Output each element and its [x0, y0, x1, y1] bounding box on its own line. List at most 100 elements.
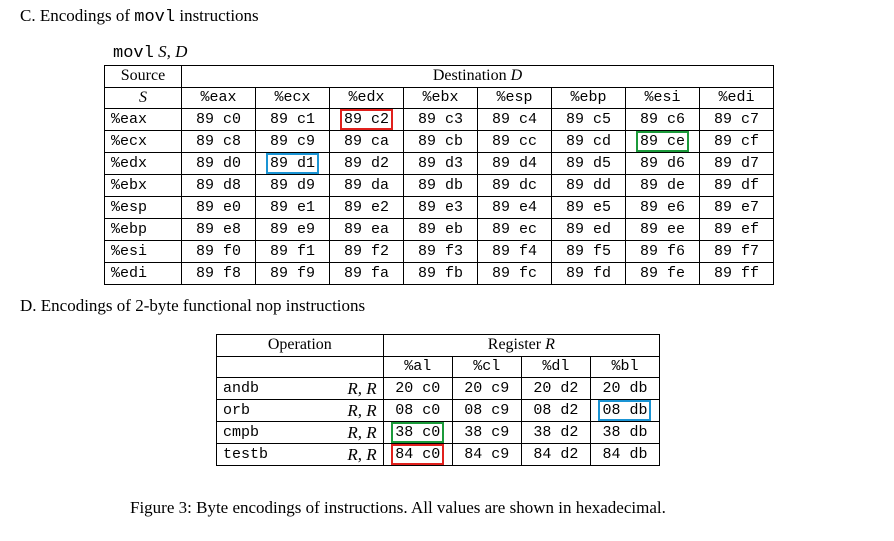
highlighted-encoding: 84 c0	[391, 444, 445, 465]
encoding-value: 89 d8	[195, 177, 241, 194]
encoding-value: 20 d2	[533, 380, 579, 397]
encoding-cell: 89 c4	[477, 108, 552, 131]
encoding-cell: 89 cf	[699, 130, 774, 153]
encoding-value: 38 c9	[464, 424, 510, 441]
table-row: orb R, R 08 c0 08 c9 08 d2 08 db	[216, 399, 661, 422]
encoding-value: 89 e6	[639, 199, 685, 216]
encoding-cell: 89 cd	[551, 130, 626, 153]
encoding-cell: 38 c9	[451, 421, 522, 444]
row-source: %ebp	[104, 218, 182, 241]
encoding-cell: 89 f9	[255, 262, 330, 285]
encoding-value: 84 c9	[464, 446, 510, 463]
encoding-value: 20 db	[602, 380, 648, 397]
source-label: Source	[120, 67, 166, 85]
highlighted-encoding: 89 ce	[635, 131, 689, 152]
encoding-cell: 89 f4	[477, 240, 552, 263]
encoding-value: 89 e9	[269, 221, 315, 238]
encoding-cell: 89 c1	[255, 108, 330, 131]
encoding-value: 89 dd	[565, 177, 611, 194]
encoding-cell: 89 df	[699, 174, 774, 197]
row-source: %ecx	[104, 130, 182, 153]
section-c-title-code: movl	[134, 8, 176, 27]
encoding-cell: 89 fe	[625, 262, 700, 285]
encoding-cell: 08 c0	[382, 399, 453, 422]
encoding-cell: 89 e5	[551, 196, 626, 219]
encoding-value: 89 f7	[713, 243, 759, 260]
encoding-value: 89 cf	[713, 133, 759, 150]
row-source: %ebx	[104, 174, 182, 197]
encoding-value: 89 de	[639, 177, 685, 194]
encoding-cell: 89 fd	[551, 262, 626, 285]
encoding-cell: 89 ef	[699, 218, 774, 241]
encoding-value: 89 d9	[269, 177, 315, 194]
encoding-cell: 89 ee	[625, 218, 700, 241]
encoding-cell: 08 db	[589, 399, 661, 422]
column-header: %ecx	[255, 86, 330, 109]
table-row: %esp 89 e0 89 e1 89 e2 89 e3 89 e4 89 e5 89 e6 8…	[104, 196, 774, 219]
encoding-cell: 89 fa	[329, 262, 404, 285]
encoding-value: 89 c7	[713, 111, 759, 128]
table-row: %ebx 89 d8 89 d9 89 da 89 db 89 dc 89 dd 89 de 8…	[104, 174, 774, 197]
encoding-value: 89 e4	[491, 199, 537, 216]
encoding-cell: 89 f5	[551, 240, 626, 263]
encoding-value: 08 d2	[533, 402, 579, 419]
encoding-cell: 89 f2	[329, 240, 404, 263]
encoding-value: 89 f3	[417, 243, 463, 260]
section-c-title: C. Encodings of movl instructions	[20, 6, 259, 27]
encoding-value: 89 e8	[195, 221, 241, 238]
encoding-cell: 89 ff	[699, 262, 774, 285]
encoding-value: 20 c9	[464, 380, 510, 397]
empty-header-cell	[216, 356, 384, 378]
encoding-value: 89 c1	[269, 111, 315, 128]
table-row: testb R, R 84 c0 84 c9 84 d2 84 db	[216, 443, 661, 466]
header-row-2: S %eax %ecx %edx %ebx %esp %ebp %esi %edi	[104, 86, 774, 109]
encoding-cell: 08 d2	[520, 399, 591, 422]
encoding-value: 89 d3	[417, 155, 463, 172]
encoding-value: 89 c3	[417, 111, 463, 128]
column-header: %dl	[520, 355, 591, 378]
register-var: R	[545, 336, 555, 354]
operation-args: R, R	[293, 443, 384, 466]
encoding-value: 89 e0	[195, 199, 241, 216]
encoding-value: 89 ea	[343, 221, 389, 238]
encoding-value: 89 f8	[195, 265, 241, 282]
encoding-value: 89 ed	[565, 221, 611, 238]
encoding-value: 89 ef	[713, 221, 759, 238]
table-row: andb R, R 20 c0 20 c9 20 d2 20 db	[216, 377, 661, 400]
column-header: %edi	[699, 86, 774, 109]
encoding-cell: 89 dd	[551, 174, 626, 197]
table-row: %ebp 89 e8 89 e9 89 ea 89 eb 89 ec 89 ed 89 ee 8…	[104, 218, 774, 241]
encoding-value: 89 c8	[195, 133, 241, 150]
column-header: %esi	[625, 86, 700, 109]
row-source: %eax	[104, 108, 182, 131]
encoding-cell: 89 d6	[625, 152, 700, 175]
encoding-cell: 89 e7	[699, 196, 774, 219]
section-d-title: D. Encodings of 2-byte functional nop in…	[20, 296, 366, 315]
encoding-cell: 89 c3	[403, 108, 478, 131]
table-row: %edi 89 f8 89 f9 89 fa 89 fb 89 fc 89 fd 89 fe 8…	[104, 262, 774, 285]
encoding-value: 20 c0	[395, 380, 441, 397]
encoding-value: 89 f2	[343, 243, 389, 260]
source-var: S	[104, 86, 182, 109]
destination-header: Destination D	[181, 65, 774, 88]
encoding-value: 89 f4	[491, 243, 537, 260]
encoding-cell: 89 e3	[403, 196, 478, 219]
encoding-cell: 89 e4	[477, 196, 552, 219]
column-header: %esp	[477, 86, 552, 109]
encoding-cell: 89 e0	[181, 196, 256, 219]
encoding-value: 89 c4	[491, 111, 537, 128]
highlighted-encoding: 08 db	[598, 400, 652, 421]
encoding-cell: 89 c7	[699, 108, 774, 131]
encoding-cell: 38 d2	[520, 421, 591, 444]
encoding-value: 89 fa	[343, 265, 389, 282]
encoding-cell: 89 cb	[403, 130, 478, 153]
encoding-cell: 84 db	[589, 443, 661, 466]
operation-args: R, R	[293, 421, 384, 444]
encoding-value: 89 d7	[713, 155, 759, 172]
encoding-value: 08 c9	[464, 402, 510, 419]
encoding-cell: 89 cc	[477, 130, 552, 153]
encoding-cell: 89 e9	[255, 218, 330, 241]
operation-name: cmpb	[216, 421, 293, 444]
encoding-cell: 38 c0	[382, 421, 453, 444]
